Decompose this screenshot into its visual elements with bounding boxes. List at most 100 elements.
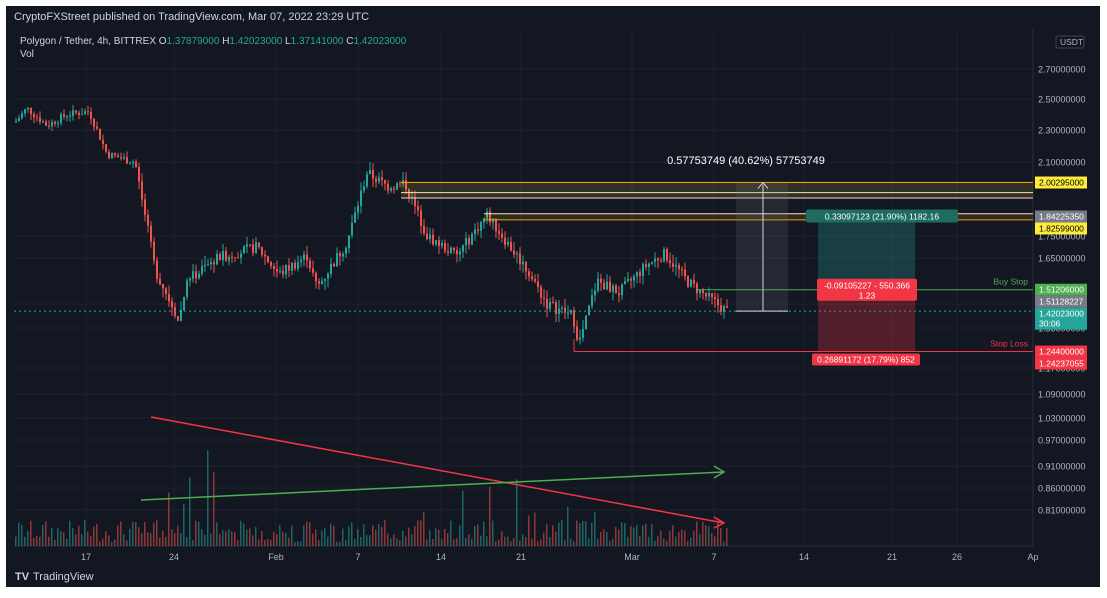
price-chart[interactable]: 2.70000000 2.50000000 2.30000000 2.10000000… xyxy=(6,28,1100,568)
volume-label: Vol xyxy=(20,49,34,60)
candle-body xyxy=(213,262,215,265)
candle-body xyxy=(360,190,362,206)
price-tick-label: 0.86000000 xyxy=(1038,484,1086,494)
measure-label: 0.57753749 (40.62%) 57753749 xyxy=(667,155,825,167)
candle-body xyxy=(600,278,602,283)
volume-bar xyxy=(423,512,425,546)
candle-body xyxy=(651,261,653,264)
volume-bar xyxy=(633,527,635,546)
tradingview-logo-icon[interactable]: TV xyxy=(15,571,30,583)
candle-body xyxy=(105,144,107,152)
volume-bar xyxy=(267,538,269,546)
volume-bar xyxy=(657,535,659,546)
volume-bar xyxy=(336,541,338,546)
volume-bar xyxy=(507,536,509,546)
volume-bar xyxy=(183,503,185,546)
volume-bar xyxy=(435,528,437,546)
volume-bar xyxy=(372,525,374,546)
candle-body xyxy=(543,297,545,299)
volume-bar xyxy=(246,529,248,546)
candle-body xyxy=(306,254,308,261)
candle-body xyxy=(198,273,200,279)
candle-body xyxy=(639,272,641,276)
candle-body xyxy=(423,225,425,234)
time-tick-label: 17 xyxy=(81,552,91,562)
candle-body xyxy=(168,293,170,302)
volume-bar xyxy=(471,538,473,546)
candle-body xyxy=(723,306,725,312)
candle-body xyxy=(207,264,209,266)
candle-body xyxy=(513,250,515,255)
candle-body xyxy=(477,229,479,231)
volume-bar xyxy=(75,534,77,546)
volume-bar xyxy=(324,528,326,546)
price-label: 1.84225350 xyxy=(1039,211,1084,221)
volume-bar xyxy=(33,537,35,546)
volume-bar xyxy=(285,532,287,546)
candle-body xyxy=(627,278,629,282)
target-zone xyxy=(818,216,915,290)
candle-body xyxy=(672,263,674,267)
candle-body xyxy=(687,276,689,287)
candle-body xyxy=(495,218,497,232)
volume-bar xyxy=(180,533,182,546)
candle-body xyxy=(312,268,314,273)
price-label-bg xyxy=(1035,345,1087,358)
volume-bar xyxy=(663,538,665,546)
volume-bar xyxy=(39,536,41,546)
candle-body xyxy=(528,271,530,277)
volume-bar xyxy=(648,536,650,546)
volume-bar xyxy=(93,526,95,546)
volume-bar xyxy=(396,538,398,546)
brand-name[interactable]: TradingView xyxy=(33,571,94,583)
candle-body xyxy=(336,253,338,267)
candle-body xyxy=(123,157,125,159)
candle-body xyxy=(435,240,437,245)
candle-body xyxy=(549,302,551,309)
price-tick-label: 2.70000000 xyxy=(1038,65,1086,75)
time-tick-label: 14 xyxy=(436,552,446,562)
candle-body xyxy=(711,293,713,298)
time-tick-label: 7 xyxy=(355,552,360,562)
volume-bar xyxy=(639,536,641,546)
volume-bar xyxy=(444,528,446,546)
candle-body xyxy=(246,244,248,247)
volume-bar xyxy=(465,537,467,546)
candle-body xyxy=(165,288,167,294)
volume-bar xyxy=(207,450,209,546)
volume-bar xyxy=(606,531,608,546)
target-label: 0.33097123 (21.90%) 1182.16 xyxy=(825,211,939,221)
entry-label-bg xyxy=(817,278,917,301)
candle-body xyxy=(252,244,254,253)
volume-bar xyxy=(429,530,431,546)
candle-body xyxy=(135,161,137,167)
volume-bar xyxy=(18,522,20,546)
volume-downtrend-line xyxy=(150,416,725,524)
candle-body xyxy=(489,211,491,223)
volume-bar xyxy=(486,536,488,546)
candle-body xyxy=(702,289,704,293)
candle-body xyxy=(285,265,287,275)
volume-bar xyxy=(402,530,404,546)
candle-body xyxy=(456,250,458,255)
candle-body xyxy=(390,188,392,191)
target-label-bg xyxy=(806,209,958,223)
volume-bar xyxy=(459,525,461,546)
drawings: 0.57753749 (40.62%) 57753749 0.33097123 (… xyxy=(14,155,1033,529)
candle-body xyxy=(177,316,179,321)
price-tick-label: 0.97000000 xyxy=(1038,436,1086,446)
price-label-bg xyxy=(1035,176,1087,189)
volume-bar xyxy=(705,524,707,546)
candle-body xyxy=(384,180,386,184)
candle-body xyxy=(438,240,440,247)
candle-body xyxy=(51,121,53,127)
candle-body xyxy=(273,266,275,269)
volume-bar xyxy=(69,520,71,546)
volume-bar xyxy=(48,536,50,546)
volume-bar xyxy=(309,522,311,546)
candle-body xyxy=(552,302,554,304)
candle-body xyxy=(405,180,407,190)
volume-bar xyxy=(585,521,587,546)
volume-bar xyxy=(360,536,362,546)
volume-bar xyxy=(150,533,152,546)
